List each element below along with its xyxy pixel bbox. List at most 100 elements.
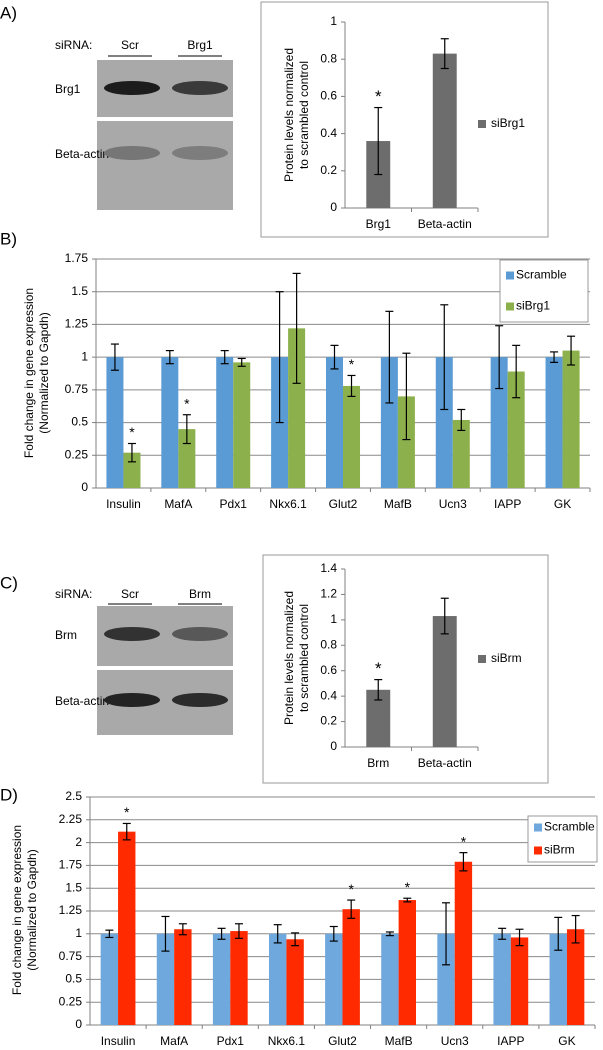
y-tick-label: 0 [75, 1017, 82, 1031]
blot-image [97, 121, 233, 210]
row-label: Beta-actin [55, 694, 109, 708]
row-label: Beta-actin [55, 147, 109, 161]
y-tick-label: 0.8 [320, 637, 337, 651]
panel-label: B) [0, 229, 17, 248]
bar [432, 616, 457, 747]
legend-label: Scramble [544, 820, 595, 834]
x-tick-label: IAPP [497, 1034, 524, 1048]
y-axis-label: Protein levels normalized [282, 48, 296, 182]
bar [510, 937, 529, 1025]
bar [156, 933, 175, 1025]
x-tick-label: MafA [160, 1034, 188, 1048]
y-tick-label: 0.4 [320, 688, 337, 702]
lane-label: Brm [189, 587, 211, 601]
bar [454, 861, 473, 1025]
x-tick-label: Beta-actin [418, 217, 472, 231]
y-axis-label: to scrambled control [297, 604, 311, 712]
y-tick-label: 1 [330, 14, 337, 28]
x-tick-label: GK [554, 497, 571, 511]
significance-marker: * [184, 395, 190, 411]
legend-swatch [506, 302, 514, 311]
significance-marker: * [349, 356, 355, 372]
bar [380, 357, 398, 488]
bar [268, 933, 287, 1025]
significance-marker: * [124, 804, 130, 820]
bar [381, 933, 399, 1025]
bar [106, 357, 124, 488]
bar [562, 350, 580, 488]
bar [174, 929, 192, 1025]
y-axis-label: Fold change in gene expression [10, 825, 24, 995]
significance-marker: * [461, 833, 467, 849]
bar [549, 933, 567, 1025]
bar [435, 357, 453, 488]
legend-label: siBrg1 [516, 299, 550, 313]
bar [100, 933, 119, 1025]
bar [398, 900, 417, 1025]
y-tick-label: 2.25 [59, 812, 83, 826]
y-tick-label: 0 [330, 200, 337, 214]
x-tick-label: Brg1 [366, 217, 392, 231]
legend-swatch [506, 271, 514, 280]
y-axis-label: (Normalized to Gapdh) [37, 312, 51, 433]
bar [288, 328, 306, 488]
blot-band [104, 146, 160, 160]
x-tick-label: MafB [385, 1034, 413, 1048]
blot-band [172, 693, 228, 707]
bar [437, 933, 455, 1025]
blot-band [172, 81, 228, 95]
y-axis-label: Protein levels normalized [282, 591, 296, 725]
blot-band [104, 693, 160, 707]
bar [342, 909, 360, 1025]
bar [343, 385, 361, 488]
bar [230, 931, 248, 1025]
y-tick-label: 0.4 [320, 126, 337, 140]
x-tick-label: Nkx6.1 [268, 1034, 306, 1048]
bar [233, 362, 251, 488]
legend-swatch [534, 823, 542, 832]
row-label: Brg1 [55, 82, 81, 96]
bar [325, 357, 343, 488]
y-tick-label: 2 [75, 835, 82, 849]
y-tick-label: 0.5 [71, 415, 88, 429]
y-axis-label: Fold change in gene expression [22, 288, 36, 458]
y-tick-label: 0.75 [59, 949, 83, 963]
panel-label: C) [0, 573, 18, 592]
y-tick-label: 1.5 [71, 284, 88, 298]
sirna-label: siRNA: [55, 587, 92, 601]
y-tick-label: 1.25 [59, 903, 83, 917]
legend-label: siBrm [544, 843, 575, 857]
bar [493, 933, 511, 1025]
y-tick-label: 1 [330, 612, 337, 626]
y-tick-label: 0 [330, 739, 337, 753]
x-tick-label: Pdx1 [220, 497, 248, 511]
y-tick-label: 0.5 [65, 972, 82, 986]
panel-label: A) [0, 3, 17, 22]
x-tick-label: Glut2 [329, 497, 358, 511]
blot-band [104, 627, 160, 641]
y-tick-label: 1.25 [65, 317, 89, 331]
bar [490, 357, 508, 488]
bar [216, 357, 234, 488]
significance-marker: * [375, 659, 382, 678]
y-tick-label: 1 [81, 349, 88, 363]
x-tick-label: Nkx6.1 [269, 497, 307, 511]
y-tick-label: 2.5 [65, 789, 82, 803]
bar [432, 53, 457, 209]
panel-label: D) [0, 785, 18, 804]
lane-label: Scr [121, 587, 139, 601]
chart-frame [260, 1, 549, 238]
y-axis-label: (Normalized to Gapdh) [25, 849, 39, 970]
legend-frame [499, 259, 589, 323]
y-tick-label: 1.4 [320, 561, 337, 575]
x-tick-label: Beta-actin [418, 756, 472, 770]
significance-marker: * [348, 881, 354, 897]
chart-frame [262, 554, 549, 784]
lane-label: Scr [121, 38, 139, 52]
bar [566, 929, 585, 1025]
y-axis-label: to scrambled control [297, 61, 311, 169]
bar [452, 419, 470, 488]
x-tick-label: MafB [384, 497, 412, 511]
significance-marker: * [129, 424, 135, 440]
